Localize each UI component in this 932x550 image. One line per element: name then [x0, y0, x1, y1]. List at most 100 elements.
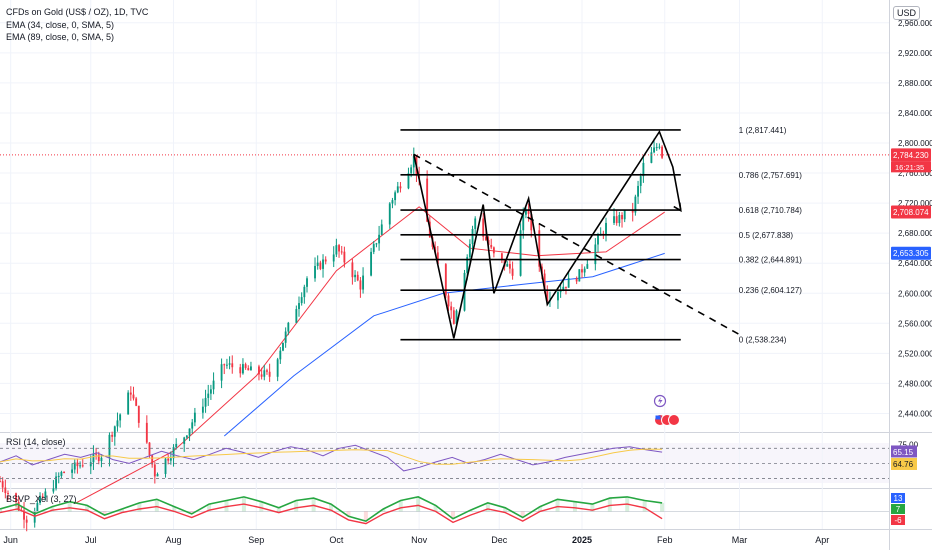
- rsi-legend[interactable]: RSI (14, close): [6, 437, 66, 447]
- symbol-title[interactable]: CFDs on Gold (US$ / OZ), 1D, TVC: [6, 7, 149, 17]
- candle-body: [228, 363, 231, 365]
- candle-body: [412, 156, 415, 168]
- ema89-legend[interactable]: EMA (89, close, 0, SMA, 5): [6, 32, 115, 42]
- bsvp-histogram-bar: [189, 511, 194, 514]
- candle-body: [583, 268, 586, 273]
- candle-body: [605, 222, 607, 235]
- candle-body: [436, 252, 439, 265]
- candle-body: [316, 262, 319, 266]
- price-pane[interactable]: [0, 0, 889, 432]
- candle-body: [209, 389, 212, 394]
- candle-body: [148, 442, 151, 456]
- ema89-price-badge: [891, 246, 931, 260]
- candle-body: [258, 366, 260, 375]
- bsvp-histogram-bar: [32, 511, 37, 514]
- candle-body: [284, 331, 287, 343]
- candle-body: [314, 265, 316, 279]
- price-tick-label: 2,440.000: [898, 409, 932, 418]
- event-markers[interactable]: [653, 394, 680, 426]
- bsvp-histogram-bar: [503, 507, 508, 512]
- rsi-ma-badge: [891, 457, 917, 470]
- zigzag-path: [413, 129, 682, 339]
- bsvp-histogram-bar: [538, 506, 543, 512]
- bsvp-histogram-bar: [433, 505, 438, 512]
- bsvp-value-badge: [891, 493, 905, 503]
- time-tick-label: Oct: [329, 535, 344, 545]
- candle-body: [244, 364, 247, 369]
- candle-body: [399, 186, 402, 189]
- candle-body: [444, 264, 447, 296]
- candle-body: [81, 465, 84, 467]
- gridlines: [0, 0, 889, 529]
- candle-body: [71, 469, 74, 473]
- candle-body: [524, 209, 527, 215]
- bsvp-histogram-bar: [398, 500, 403, 512]
- candle-body: [578, 269, 581, 282]
- price-tick-label: 2,800.000: [898, 139, 932, 148]
- flag-canton: [655, 415, 661, 420]
- time-tick-label: 2025: [572, 535, 592, 545]
- us-flag-event-icon[interactable]: [668, 414, 680, 426]
- bsvp-histogram-bar: [660, 502, 665, 512]
- bsvp-main-line: [0, 496, 663, 522]
- bsvp-legend[interactable]: BSVP_Xel (3, 27): [6, 494, 77, 504]
- candle-body: [543, 273, 546, 291]
- candle-body: [76, 462, 79, 467]
- candle-body: [567, 278, 570, 288]
- candle-body: [634, 196, 637, 213]
- candle-body: [340, 251, 343, 253]
- candle-body: [201, 406, 204, 413]
- candle-body: [39, 496, 41, 503]
- candle-body: [303, 286, 306, 298]
- candle-body: [455, 310, 458, 324]
- candle-body: [7, 493, 9, 495]
- candle-body: [581, 269, 583, 273]
- candle-body: [127, 392, 130, 415]
- candle-body: [116, 420, 119, 427]
- countdown-text: 16:21:35: [895, 163, 924, 172]
- bsvp-histogram-bar: [154, 499, 159, 512]
- candle-body: [23, 510, 25, 520]
- fib-level-label: 0.786 (2,757.691): [739, 171, 802, 180]
- candle-body: [447, 295, 450, 307]
- candle-body: [594, 244, 597, 265]
- candle-body: [511, 268, 514, 276]
- candle-body: [407, 173, 410, 189]
- candle-body: [324, 259, 327, 262]
- candle-body: [207, 393, 210, 398]
- candle-body: [119, 414, 122, 421]
- candle-body: [145, 422, 148, 443]
- candle-body: [623, 210, 626, 220]
- bsvp-histogram-bar: [85, 505, 90, 512]
- bsvp-histogram-bar: [555, 499, 560, 512]
- candle-body: [631, 210, 634, 213]
- ema89-price-text: 2,653.305: [893, 249, 929, 258]
- candle-body: [530, 213, 533, 231]
- price-tick-label: 2,880.000: [898, 79, 932, 88]
- drawings: 1 (2,817.441) 0.786 (2,757.691) 0.618 (2,7…: [400, 126, 802, 345]
- candle-body: [300, 297, 303, 304]
- bsvp-signal-line: [0, 503, 663, 525]
- candle-body: [471, 228, 474, 244]
- bsvp-pane[interactable]: [0, 489, 889, 529]
- bsvp-histogram-bar: [172, 506, 177, 512]
- ema-line: [74, 206, 665, 505]
- price-tick-label: 2,520.000: [898, 349, 932, 358]
- candle-body: [73, 462, 76, 470]
- candle-body: [621, 215, 623, 220]
- candle-body: [559, 290, 562, 293]
- currency-label[interactable]: USD: [893, 6, 921, 20]
- candle-body: [15, 493, 17, 502]
- candle-body: [655, 147, 658, 149]
- fib-level-label: 0.618 (2,710.784): [739, 206, 802, 215]
- last-price-text: 2,784.230: [893, 151, 929, 160]
- candle-body: [188, 428, 191, 436]
- bsvp-histogram-bar: [0, 509, 2, 512]
- bsvp-histogram-bar: [50, 506, 55, 512]
- price-tick-label: 2,840.000: [898, 109, 932, 118]
- fib-level-label: 0 (2,538.234): [739, 336, 787, 345]
- candle-body: [343, 251, 346, 263]
- ema34-legend[interactable]: EMA (34, close, 0, SMA, 5): [6, 20, 115, 30]
